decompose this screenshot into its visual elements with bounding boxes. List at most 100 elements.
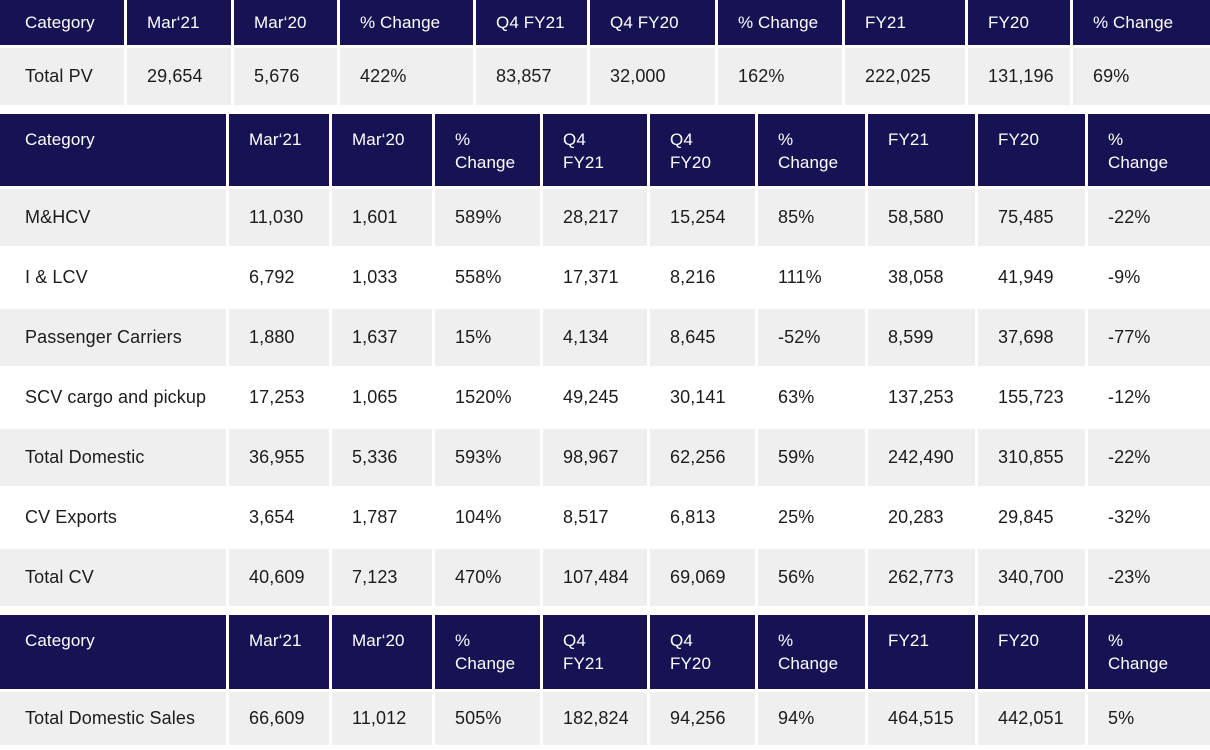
value-cell: 8,517 xyxy=(543,489,647,546)
table-row: SCV cargo and pickup 17,253 1,065 1520% 49,2… xyxy=(0,369,1210,426)
value-cell: 104% xyxy=(435,489,540,546)
header-cell: % Change xyxy=(1088,615,1210,689)
header-cell: Q4 FY21 xyxy=(476,0,587,45)
value-cell: 83,857 xyxy=(476,48,587,105)
category-cell: Total Domestic Sales xyxy=(0,692,226,745)
value-cell: 56% xyxy=(758,549,865,606)
value-cell: 32,000 xyxy=(590,48,715,105)
header-cell: Mar‘21 xyxy=(229,114,329,186)
value-cell: -77% xyxy=(1088,309,1210,366)
header-row: Category Mar‘21 Mar‘20% Change Q4 FY21 Q4 FY… xyxy=(0,615,1210,689)
value-cell: 107,484 xyxy=(543,549,647,606)
value-cell: 182,824 xyxy=(543,692,647,745)
value-cell: 505% xyxy=(435,692,540,745)
value-cell: -22% xyxy=(1088,429,1210,486)
value-cell: 470% xyxy=(435,549,540,606)
header-cell: Mar‘21 xyxy=(127,0,231,45)
cv-sales-table: Category Mar‘21 Mar‘20% Change Q4 FY21 Q4 FY… xyxy=(0,114,1210,606)
value-cell: 1,880 xyxy=(229,309,329,366)
value-cell: 5,336 xyxy=(332,429,432,486)
header-cell: FY20 xyxy=(968,0,1070,45)
value-cell: 1520% xyxy=(435,369,540,426)
value-cell: 1,601 xyxy=(332,189,432,246)
value-cell: 464,515 xyxy=(868,692,975,745)
value-cell: 11,030 xyxy=(229,189,329,246)
value-cell: 98,967 xyxy=(543,429,647,486)
value-cell: 30,141 xyxy=(650,369,755,426)
header-cell: Mar‘20 xyxy=(332,114,432,186)
table-row: Total Domestic 36,955 5,336 593% 98,967 62,25… xyxy=(0,429,1210,486)
header-cell: Q4 FY21 xyxy=(543,114,647,186)
value-cell: 28,217 xyxy=(543,189,647,246)
header-cell-category: Category xyxy=(0,0,124,45)
value-cell: 85% xyxy=(758,189,865,246)
value-cell: -52% xyxy=(758,309,865,366)
header-cell: % Change xyxy=(758,615,865,689)
table-row: M&HCV 11,030 1,601 589% 28,217 15,254 85% 58,58… xyxy=(0,189,1210,246)
value-cell: 5% xyxy=(1088,692,1210,745)
value-cell: 1,637 xyxy=(332,309,432,366)
header-cell: % Change xyxy=(340,0,473,45)
value-cell: 8,216 xyxy=(650,249,755,306)
value-cell: 41,949 xyxy=(978,249,1085,306)
category-cell: M&HCV xyxy=(0,189,226,246)
value-cell: -23% xyxy=(1088,549,1210,606)
table-row: Total Domestic Sales 66,609 11,012 505% 182,… xyxy=(0,692,1210,745)
header-cell: Q4 FY20 xyxy=(650,114,755,186)
total-domestic-sales-table: Category Mar‘21 Mar‘20% Change Q4 FY21 Q4 FY… xyxy=(0,615,1210,745)
value-cell: 162% xyxy=(718,48,842,105)
value-cell: 17,371 xyxy=(543,249,647,306)
category-cell: SCV cargo and pickup xyxy=(0,369,226,426)
value-cell: 593% xyxy=(435,429,540,486)
value-cell: 36,955 xyxy=(229,429,329,486)
header-cell: Mar‘20 xyxy=(234,0,337,45)
value-cell: 558% xyxy=(435,249,540,306)
value-cell: 6,792 xyxy=(229,249,329,306)
header-cell: Mar‘20 xyxy=(332,615,432,689)
value-cell: 7,123 xyxy=(332,549,432,606)
value-cell: 442,051 xyxy=(978,692,1085,745)
value-cell: 94,256 xyxy=(650,692,755,745)
table-row: Passenger Carriers 1,880 1,637 15% 4,134 8,64… xyxy=(0,309,1210,366)
value-cell: 155,723 xyxy=(978,369,1085,426)
header-cell-category: Category xyxy=(0,114,226,186)
value-cell: 242,490 xyxy=(868,429,975,486)
header-row: Category Mar‘21 Mar‘20% Change Q4 FY21 Q4 FY… xyxy=(0,0,1210,45)
header-cell: FY21 xyxy=(868,114,975,186)
value-cell: 75,485 xyxy=(978,189,1085,246)
value-cell: 1,033 xyxy=(332,249,432,306)
value-cell: 40,609 xyxy=(229,549,329,606)
header-row: Category Mar‘21 Mar‘20% Change Q4 FY21 Q4 FY… xyxy=(0,114,1210,186)
table-row: Total PV 29,654 5,676 422% 83,857 32,000 162% 2… xyxy=(0,48,1210,105)
value-cell: 94% xyxy=(758,692,865,745)
table-row: Total CV 40,609 7,123 470% 107,484 69,069 56% 2… xyxy=(0,549,1210,606)
table-row: I & LCV 6,792 1,033 558% 17,371 8,216 111% 38,0… xyxy=(0,249,1210,306)
value-cell: 20,283 xyxy=(868,489,975,546)
value-cell: 262,773 xyxy=(868,549,975,606)
header-cell: FY21 xyxy=(868,615,975,689)
value-cell: 131,196 xyxy=(968,48,1070,105)
value-cell: 63% xyxy=(758,369,865,426)
value-cell: 8,645 xyxy=(650,309,755,366)
value-cell: 1,065 xyxy=(332,369,432,426)
header-cell-category: Category xyxy=(0,615,226,689)
header-cell: FY21 xyxy=(845,0,965,45)
value-cell: 25% xyxy=(758,489,865,546)
value-cell: 17,253 xyxy=(229,369,329,426)
header-cell: Q4 FY20 xyxy=(650,615,755,689)
value-cell: 69% xyxy=(1073,48,1210,105)
value-cell: 3,654 xyxy=(229,489,329,546)
value-cell: 15% xyxy=(435,309,540,366)
header-cell: % Change xyxy=(1073,0,1210,45)
header-cell: FY20 xyxy=(978,615,1085,689)
header-cell: Mar‘21 xyxy=(229,615,329,689)
pv-sales-table: Category Mar‘21 Mar‘20% Change Q4 FY21 Q4 FY… xyxy=(0,0,1210,105)
header-cell: % Change xyxy=(1088,114,1210,186)
header-cell: % Change xyxy=(718,0,842,45)
value-cell: 137,253 xyxy=(868,369,975,426)
category-cell: Total Domestic xyxy=(0,429,226,486)
header-cell: % Change xyxy=(435,114,540,186)
value-cell: 310,855 xyxy=(978,429,1085,486)
value-cell: 29,654 xyxy=(127,48,231,105)
